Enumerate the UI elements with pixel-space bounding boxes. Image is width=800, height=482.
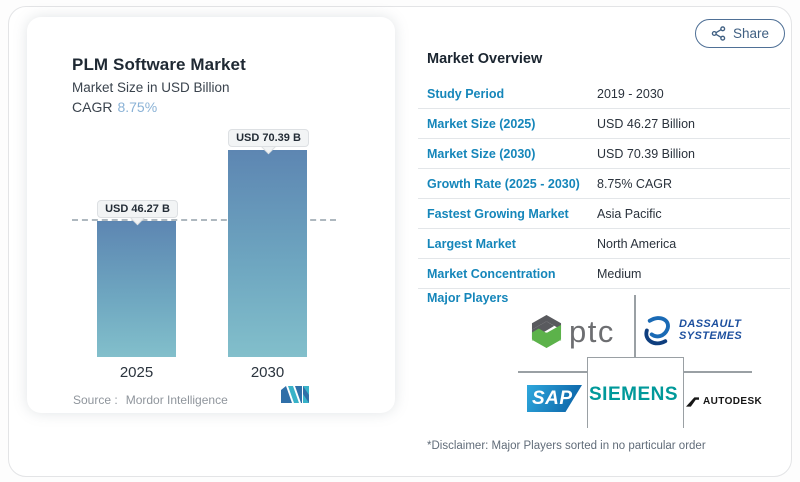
table-row: Study Period 2019 - 2030 xyxy=(418,79,790,109)
player-grid-line xyxy=(518,371,587,373)
bar-value-label-2030: USD 70.39 B xyxy=(228,129,309,147)
share-nodes-icon xyxy=(711,26,726,41)
row-label: Fastest Growing Market xyxy=(427,206,569,221)
mordor-intelligence-logo xyxy=(281,386,309,403)
row-label: Market Size (2025) xyxy=(427,116,536,131)
row-value: Medium xyxy=(597,266,642,281)
autodesk-logo-icon xyxy=(686,396,699,407)
overview-title: Market Overview xyxy=(427,51,543,67)
row-value: North America xyxy=(597,236,677,251)
chart-title: PLM Software Market xyxy=(72,55,246,74)
bar-2025 xyxy=(97,221,176,357)
chart-panel: PLM Software Market Market Size in USD B… xyxy=(27,17,395,413)
row-label: Study Period xyxy=(427,86,505,101)
player-grid-cell xyxy=(587,357,684,428)
bar-value-label-2025: USD 46.27 B xyxy=(97,200,178,218)
source-attribution: Source : Mordor Intelligence xyxy=(73,393,228,407)
bar-chart: USD 46.27 B USD 70.39 B 2025 2030 xyxy=(27,17,395,413)
share-button[interactable]: Share xyxy=(695,19,785,48)
source-value: Mordor Intelligence xyxy=(125,393,228,407)
table-row: Market Size (2025) USD 46.27 Billion xyxy=(418,109,790,139)
table-row: Fastest Growing Market Asia Pacific xyxy=(418,199,790,229)
cagr-label: CAGR xyxy=(72,99,113,115)
row-label: Market Size (2030) xyxy=(427,146,536,161)
row-value: 2019 - 2030 xyxy=(597,86,664,101)
row-value: USD 70.39 Billion xyxy=(597,146,695,161)
autodesk-logo: AUTODESK xyxy=(686,396,762,407)
row-label: Market Concentration xyxy=(427,266,556,281)
x-axis-tick-2025: 2025 xyxy=(119,364,154,381)
bar-2030 xyxy=(228,150,307,357)
cagr-value: 8.75% xyxy=(117,99,158,115)
row-value: 8.75% CAGR xyxy=(597,176,673,191)
overview-table: Study Period 2019 - 2030 Market Size (20… xyxy=(418,79,790,289)
dassault-systemes-logo: DASSAULT SYSTEMES xyxy=(641,314,742,347)
ptc-logo: ptc xyxy=(531,315,615,348)
x-axis-tick-2030: 2030 xyxy=(250,364,285,381)
row-value: USD 46.27 Billion xyxy=(597,116,695,131)
table-row: Largest Market North America xyxy=(418,229,790,259)
share-button-label: Share xyxy=(732,26,770,41)
disclaimer-text: *Disclaimer: Major Players sorted in no … xyxy=(427,440,706,452)
player-grid-line xyxy=(682,371,752,373)
reference-dashed-line xyxy=(72,219,336,221)
table-row: Growth Rate (2025 - 2030) 8.75% CAGR xyxy=(418,169,790,199)
sap-logo-text: SAP xyxy=(532,388,573,409)
row-label: Growth Rate (2025 - 2030) xyxy=(427,176,580,191)
ptc-logo-text: ptc xyxy=(569,314,615,349)
row-value: Asia Pacific xyxy=(597,206,662,221)
source-label: Source : xyxy=(73,393,118,407)
dassault-systemes-logo-text: DASSAULT SYSTEMES xyxy=(679,318,743,342)
ptc-logo-icon xyxy=(531,315,562,348)
autodesk-logo-text: AUTODESK xyxy=(703,396,763,407)
player-grid-line xyxy=(634,295,636,357)
major-players-label: Major Players xyxy=(427,291,509,305)
table-row: Market Size (2030) USD 70.39 Billion xyxy=(418,139,790,169)
cagr-line: CAGR 8.75% xyxy=(72,99,157,115)
table-row: Market Concentration Medium xyxy=(418,259,790,289)
row-label: Largest Market xyxy=(427,236,516,251)
dassault-systemes-logo-icon xyxy=(644,316,670,346)
siemens-logo: SIEMENS xyxy=(589,384,679,405)
chart-subtitle: Market Size in USD Billion xyxy=(72,80,230,95)
